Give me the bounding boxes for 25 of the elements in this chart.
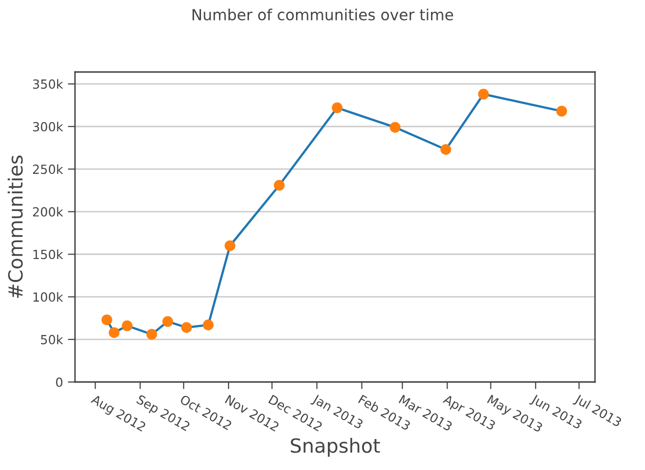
point	[146, 328, 158, 340]
point	[332, 102, 343, 114]
point	[101, 314, 112, 326]
x-axis-title: Snapshot	[290, 438, 380, 457]
point	[556, 106, 568, 117]
chart-title: Number of communities over time	[192, 8, 454, 20]
point	[181, 322, 192, 333]
point	[122, 320, 133, 332]
y-tick-label: 250k	[33, 164, 64, 174]
y-tick-label: 150k	[33, 250, 64, 260]
y-tick-label: 50k	[41, 334, 64, 344]
y-axis-title: #Communities	[8, 156, 23, 298]
y-tick-label: 300k	[33, 122, 64, 132]
point	[108, 327, 120, 338]
y-tick-label: 200k	[33, 206, 64, 217]
point	[202, 320, 214, 330]
point	[478, 88, 489, 100]
y-tick-label: 0	[56, 377, 62, 387]
point	[440, 144, 452, 155]
point	[224, 240, 236, 252]
y-tick-label: 100k	[33, 292, 64, 302]
y-tick-label: 350k	[33, 79, 64, 89]
point	[274, 180, 285, 191]
point	[390, 122, 400, 133]
point	[162, 316, 174, 327]
